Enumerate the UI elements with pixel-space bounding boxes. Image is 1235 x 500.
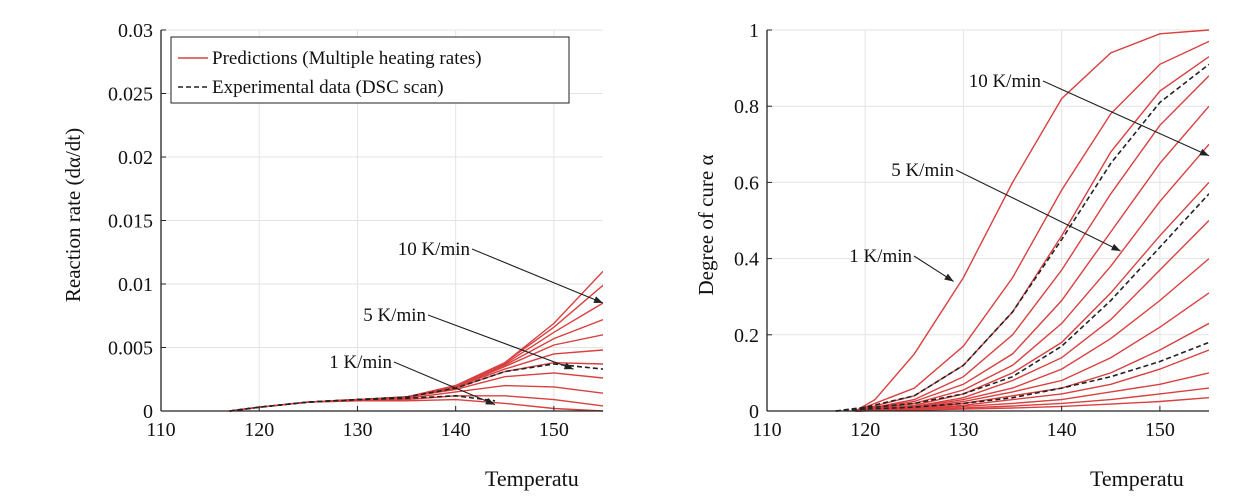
annotation-label: 1 K/min [849,246,912,267]
reaction-rate-chart: 110 120 130 140 150 0 0.005 0.01 0.015 0.02 0.025 0… [61,20,604,491]
prediction-series-9 [855,292,1209,412]
prediction-series-6 [855,181,1209,412]
experimental-series-12 [229,394,496,412]
y-axis-label: Degree of cure α [694,154,718,295]
series-group [835,29,1209,412]
prediction-series-0 [855,29,1209,412]
y-tick-label: 0 [749,401,759,423]
legend: Predictions (Multiple heating rates) Expe… [170,36,570,104]
y-tick-label: 0.4 [734,249,759,271]
legend-label: Experimental data (DSC scan) [212,77,444,98]
annotation-arrowhead [1110,243,1121,251]
ticks: 110 120 130 140 150 0 0.005 0.01 0.015 0.02 0.025 0… [108,20,569,441]
y-tick-label: 0.025 [108,84,153,106]
experimental-series-15 [835,63,1209,412]
prediction-series-1 [855,40,1209,412]
annotations: 10 K/min 5 K/min 1 K/min [329,239,604,406]
degree-of-cure-chart: 110 120 130 140 150 0 0.2 0.4 0.6 0.8 1 10 K/min 5 … [694,20,1210,491]
annotation-arrow-line [955,169,1121,252]
annotation-arrowhead [1199,148,1209,156]
annotation-label: 10 K/min [398,239,471,260]
annotation-label: 5 K/min [363,305,426,326]
plot-area [767,30,1209,411]
y-tick-label: 0.015 [108,211,153,233]
y-tick-label: 0.02 [118,147,153,169]
annotation-label: 5 K/min [891,160,954,181]
prediction-series-3 [855,75,1209,412]
y-tick-label: 1 [749,20,759,42]
y-tick-label: 0.01 [118,274,153,296]
prediction-series-5 [855,143,1209,412]
ticks: 110 120 130 140 150 0 0.2 0.4 0.6 0.8 1 [734,20,1175,441]
experimental-series-17 [835,341,1209,412]
annotation-arrowhead [944,273,954,282]
x-tick-label: 150 [539,419,569,441]
series-group [229,270,603,412]
annotation-arrowhead [593,296,603,304]
annotation-label: 1 K/min [329,352,392,373]
x-axis-label: Temperatu [1090,466,1184,491]
experimental-series-11 [229,363,603,412]
y-tick-label: 0.6 [734,172,759,194]
annotation-arrowhead [563,362,574,370]
prediction-series-14 [855,397,1209,412]
annotation-arrow-line [1042,80,1210,157]
annotation-arrow-line [427,314,574,370]
x-tick-label: 150 [1145,419,1175,441]
x-axis-label: Temperatu [485,466,579,491]
x-tick-label: 130 [948,419,978,441]
annotation-label: 10 K/min [969,71,1042,92]
grid [766,29,1209,412]
legend-label: Predictions (Multiple heating rates) [212,48,482,69]
y-tick-label: 0.8 [734,96,759,118]
x-tick-label: 110 [146,419,175,441]
legend-box [170,36,570,104]
annotation-arrowhead [485,397,495,405]
y-tick-label: 0 [143,401,153,423]
y-tick-label: 0.2 [734,325,759,347]
x-tick-label: 140 [1047,419,1077,441]
experimental-series-16 [835,193,1209,412]
x-tick-label: 120 [244,419,274,441]
x-tick-label: 110 [752,419,781,441]
x-tick-label: 130 [342,419,372,441]
annotation-arrow-line [471,248,604,304]
prediction-series-7 [855,220,1209,412]
annotation-arrow-line [393,361,496,406]
y-axis-label: Reaction rate (dα/dt) [61,128,85,302]
y-tick-label: 0.005 [108,338,153,360]
prediction-series-8 [855,258,1209,412]
annotations: 10 K/min 5 K/min 1 K/min [849,71,1210,282]
x-tick-label: 120 [850,419,880,441]
prediction-series-4 [855,105,1209,412]
x-tick-label: 140 [441,419,471,441]
y-tick-label: 0.03 [118,20,153,42]
axes [766,30,1209,412]
